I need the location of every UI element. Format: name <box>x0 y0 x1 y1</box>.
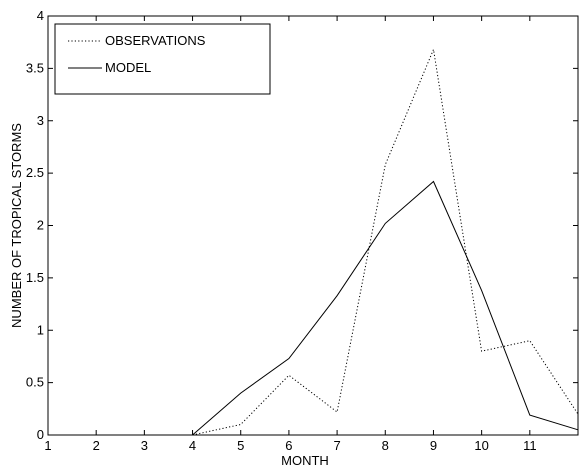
legend-box <box>54 23 271 95</box>
y-tick-label: 2 <box>37 218 44 233</box>
y-tick-label: 1 <box>37 322 44 337</box>
series-line-model <box>192 180 579 436</box>
x-tick-label: 2 <box>93 438 100 453</box>
x-tick-label: 6 <box>285 438 292 453</box>
x-tick-label: 11 <box>523 438 537 453</box>
x-tick-label: 7 <box>333 438 340 453</box>
legend-label-model: MODEL <box>105 60 151 75</box>
y-tick-label: 2.5 <box>26 165 44 180</box>
y-tick-label: 1.5 <box>26 270 44 285</box>
y-tick-label: 0.5 <box>26 375 44 390</box>
y-tick-label: 0 <box>37 427 44 442</box>
y-axis-title-group: NUMBER OF TROPICAL STORMS <box>9 123 24 328</box>
y-tick-label: 3.5 <box>26 60 44 75</box>
x-tick-label: 9 <box>430 438 437 453</box>
x-axis-title: MONTH <box>281 453 329 468</box>
x-tick-label: 3 <box>141 438 148 453</box>
y-axis-title: NUMBER OF TROPICAL STORMS <box>9 123 24 328</box>
legend-label-observations: OBSERVATIONS <box>105 33 206 48</box>
x-tick-label: 10 <box>474 438 488 453</box>
x-tick-label: 5 <box>237 438 244 453</box>
plot-area: 0 0.5 1 1.5 2 2.5 3 3.5 4 1 2 3 4 5 6 7 8 9 10 11 <box>26 8 579 453</box>
legend: OBSERVATIONS MODEL <box>54 23 271 95</box>
y-tick-label: 3 <box>37 113 44 128</box>
x-tick-label: 8 <box>382 438 389 453</box>
y-tick-label: 4 <box>37 8 44 23</box>
x-tick-label: 4 <box>189 438 196 453</box>
series-line-observations <box>192 47 579 436</box>
x-tick-label: 1 <box>44 438 51 453</box>
